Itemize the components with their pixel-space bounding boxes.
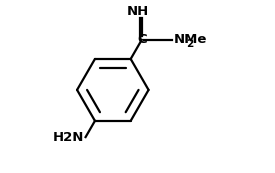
Text: H2N: H2N [53,131,84,144]
Text: NH: NH [126,5,148,18]
Text: 2: 2 [186,39,194,49]
Text: NMe: NMe [174,33,207,46]
Text: C: C [137,33,147,46]
